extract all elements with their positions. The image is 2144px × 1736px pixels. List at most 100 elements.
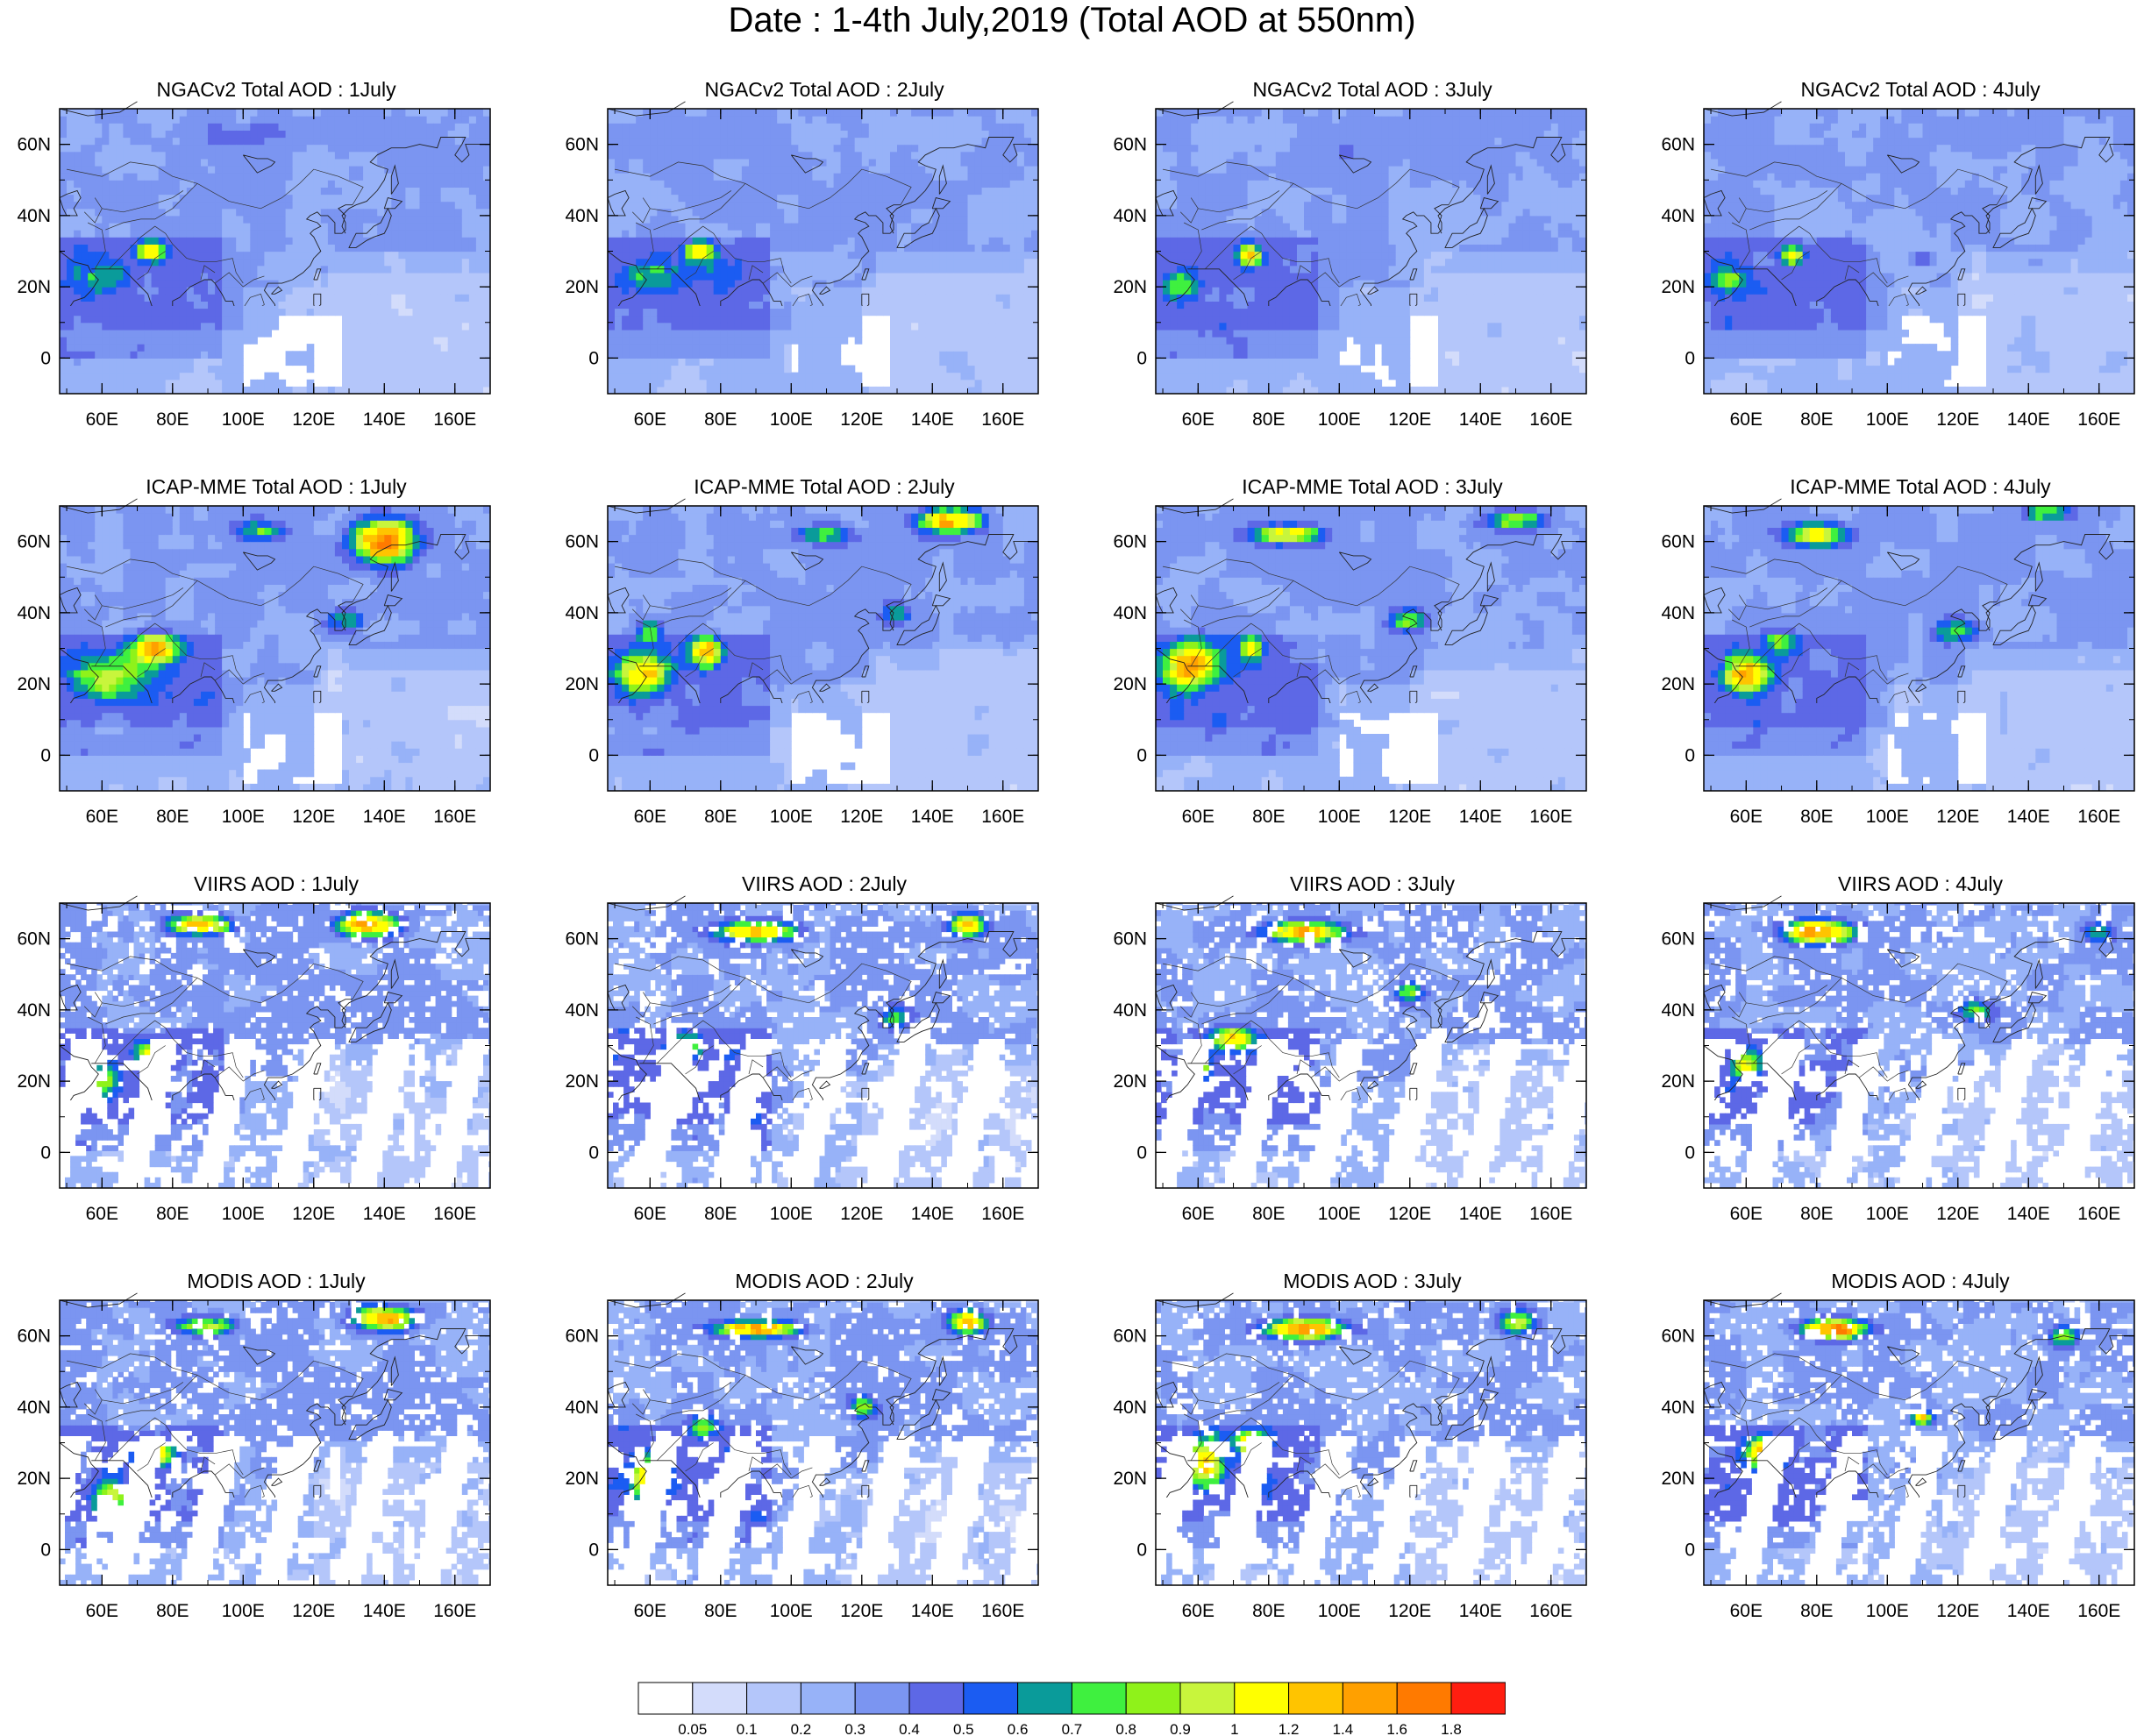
x-tick-label: 60E (1182, 1601, 1214, 1621)
x-tick-label: 80E (1252, 807, 1285, 827)
y-tick-label: 40N (1113, 1398, 1147, 1418)
x-tick-label: 80E (1800, 409, 1833, 430)
country-borders (1162, 956, 1460, 1100)
aod-field (1156, 506, 1586, 791)
aod-map: 60E 80E 100E 120E 140E 160E 60N 40N 20N 0 (1113, 101, 1587, 430)
map-panel: VIIRS AOD : 2July 60E 80E 100E 120E 140E 160E 6… (565, 872, 1074, 1249)
colorbar-label: 1.6 (1386, 1721, 1407, 1736)
x-tick-label: 80E (704, 807, 737, 827)
y-tick-label: 60N (565, 929, 599, 950)
coastline (1704, 895, 2134, 1100)
map-panel: VIIRS AOD : 3July 60E 80E 100E 120E 140E 160E 6… (1113, 872, 1622, 1249)
y-tick-label: 0 (40, 1540, 51, 1560)
y-tick-label: 60N (1113, 135, 1147, 155)
aod-map: 60E 80E 100E 120E 140E 160E 60N 40N 20N 0 (17, 1292, 491, 1621)
x-tick-label: 100E (1318, 1601, 1361, 1621)
x-tick-label: 140E (1459, 1204, 1502, 1224)
panel-title: MODIS AOD : 3July (1157, 1269, 1587, 1293)
y-tick-label: 60N (1113, 1327, 1147, 1347)
x-tick-label: 100E (1318, 807, 1361, 827)
x-tick-label: 80E (1800, 1204, 1833, 1224)
x-tick-label: 140E (363, 1601, 406, 1621)
y-tick-label: 40N (565, 603, 599, 623)
country-borders (1710, 956, 2008, 1100)
y-tick-label: 40N (1661, 603, 1695, 623)
y-tick-label: 40N (17, 1398, 51, 1418)
y-tick-label: 40N (1661, 1398, 1695, 1418)
y-tick-label: 0 (1685, 1540, 1695, 1560)
x-tick-label: 160E (433, 409, 476, 430)
y-tick-label: 60N (17, 929, 51, 950)
y-tick-label: 20N (17, 1071, 51, 1092)
panel-title: MODIS AOD : 1July (61, 1269, 491, 1293)
country-borders (614, 559, 912, 703)
y-tick-label: 20N (1113, 1071, 1147, 1092)
y-tick-label: 20N (1113, 674, 1147, 694)
x-tick-label: 100E (770, 807, 813, 827)
x-tick-label: 80E (156, 807, 189, 827)
x-tick-label: 80E (1800, 1601, 1833, 1621)
y-tick-label: 40N (1113, 206, 1147, 226)
x-tick-label: 100E (1866, 409, 1909, 430)
x-tick-label: 80E (704, 1601, 737, 1621)
coastline (60, 895, 490, 1100)
x-tick-label: 60E (1182, 409, 1214, 430)
y-tick-label: 20N (1661, 277, 1695, 297)
panel-title: MODIS AOD : 4July (1706, 1269, 2135, 1293)
map-panel: NGACv2 Total AOD : 3July 60E 80E 100E 120E 14… (1113, 77, 1622, 454)
y-tick-label: 20N (565, 1071, 599, 1092)
y-tick-label: 40N (17, 1000, 51, 1021)
x-tick-label: 80E (704, 409, 737, 430)
y-tick-label: 20N (17, 1469, 51, 1489)
aod-field (608, 506, 1038, 791)
x-tick-label: 160E (981, 409, 1024, 430)
panel-title: NGACv2 Total AOD : 2July (609, 77, 1039, 102)
x-tick-label: 140E (363, 807, 406, 827)
main-title: Date : 1-4th July,2019 (Total AOD at 550… (0, 0, 2144, 40)
x-tick-label: 120E (1388, 1601, 1431, 1621)
aod-field (60, 506, 490, 791)
x-tick-label: 120E (840, 1601, 883, 1621)
colorbar-box (746, 1682, 801, 1715)
map-panel: NGACv2 Total AOD : 1July 60E 80E 100E 120E 14… (17, 77, 526, 454)
aod-map: 60E 80E 100E 120E 140E 160E 60N 40N 20N 0 (17, 498, 491, 827)
x-tick-label: 140E (2007, 409, 2050, 430)
map-panel: NGACv2 Total AOD : 4July 60E 80E 100E 120E 14… (1661, 77, 2144, 454)
map-panel: ICAP-MME Total AOD : 2July 60E 80E 100E 120E… (565, 474, 1074, 851)
x-tick-label: 120E (292, 409, 335, 430)
x-tick-label: 80E (704, 1204, 737, 1224)
x-tick-label: 160E (2077, 807, 2120, 827)
x-tick-label: 140E (2007, 1204, 2050, 1224)
x-tick-label: 120E (1388, 409, 1431, 430)
country-borders (614, 161, 912, 306)
x-tick-label: 160E (1529, 1601, 1572, 1621)
y-tick-label: 60N (1661, 929, 1695, 950)
x-tick-label: 80E (1252, 1601, 1285, 1621)
coastline (60, 101, 490, 306)
y-tick-label: 20N (17, 277, 51, 297)
y-tick-label: 40N (1661, 1000, 1695, 1021)
panel-title: VIIRS AOD : 4July (1706, 872, 2135, 896)
x-tick-label: 100E (770, 1601, 813, 1621)
country-borders (1710, 559, 2008, 703)
country-borders (66, 559, 364, 703)
y-tick-label: 40N (1113, 1000, 1147, 1021)
y-tick-label: 0 (40, 745, 51, 765)
y-tick-label: 20N (1661, 1071, 1695, 1092)
y-tick-label: 0 (1685, 745, 1695, 765)
x-tick-label: 80E (1800, 807, 1833, 827)
colorbar-box (854, 1682, 910, 1715)
country-borders (1162, 559, 1460, 703)
aod-field (1156, 109, 1586, 394)
colorbar-label: 0.8 (1115, 1721, 1136, 1736)
x-tick-label: 100E (222, 1601, 265, 1621)
x-tick-label: 160E (981, 807, 1024, 827)
x-tick-label: 60E (86, 1204, 118, 1224)
aod-map: 60E 80E 100E 120E 140E 160E 60N 40N 20N 0 (1113, 1292, 1587, 1621)
coastline (608, 101, 1038, 306)
coastline (1156, 895, 1586, 1100)
x-tick-label: 100E (770, 1204, 813, 1224)
y-tick-label: 40N (565, 206, 599, 226)
coastline (1156, 498, 1586, 703)
panel-title: NGACv2 Total AOD : 4July (1706, 77, 2135, 102)
